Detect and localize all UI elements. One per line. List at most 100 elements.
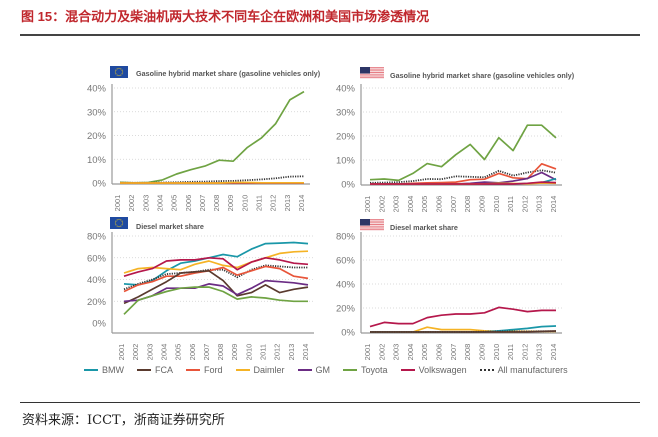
us-flag-canton [360, 219, 370, 226]
source-divider [20, 402, 640, 403]
x-tick-label: 2009 [477, 196, 486, 213]
us-flag-stripe [360, 68, 384, 70]
x-tick-label: 2014 [549, 344, 558, 361]
y-tick-label: 80% [87, 232, 107, 243]
legend-item-bmw: BMW [84, 365, 124, 375]
legend-item-fca: FCA [137, 365, 173, 375]
us-flag-stripe [360, 222, 384, 224]
eu-flag-star [120, 74, 122, 76]
x-tick-label: 2004 [159, 344, 168, 361]
y-tick-label: 20% [87, 297, 107, 308]
x-tick-label: 2007 [449, 196, 458, 213]
series-line-fca [123, 269, 309, 305]
x-tick-label: 2012 [520, 196, 529, 213]
eu-flag-star [120, 68, 122, 70]
eu-flag-star [118, 218, 120, 220]
y-tick-label: 30% [87, 107, 107, 118]
us-flag-stripe [360, 225, 384, 227]
x-tick-label: 2010 [492, 344, 501, 361]
x-tick-label: 2006 [188, 344, 197, 361]
x-tick-label: 2011 [506, 344, 515, 360]
legend-item-daimler: Daimler [235, 365, 285, 375]
x-tick-label: 2014 [549, 196, 558, 213]
x-tick-label: 2003 [145, 344, 154, 361]
legend-item-all-manufacturers: All manufacturers [479, 365, 568, 375]
us-flag-stripe [360, 219, 384, 220]
eu-flag-star [121, 69, 123, 71]
x-tick-label: 2008 [463, 344, 472, 361]
us-flag-stripe [360, 73, 384, 74]
legend-swatch [186, 369, 200, 371]
source-note: 资料来源：ICCT，浙商证券研究所 [22, 413, 225, 428]
chart-panel-3: Diesel market share 0% 20% 40% 60% 80% 2001 200… [87, 217, 314, 360]
x-tick-label: 2011 [506, 196, 515, 212]
chart-title: Gasoline hybrid market share (gasoline v… [390, 71, 575, 80]
x-tick-label: 2006 [435, 344, 444, 361]
us-flag-canton [360, 67, 370, 74]
x-tick-label: 2014 [297, 195, 306, 212]
series-line-volkswagen [123, 256, 309, 278]
chart-title: Diesel market share [136, 222, 204, 231]
series-line-volkswagen [370, 181, 557, 185]
series-line-all-manufacturers [120, 175, 305, 184]
us-flag-icon [360, 219, 384, 231]
eu-flag-star [118, 67, 120, 69]
x-tick-label: 2009 [477, 344, 486, 361]
x-tick-label: 2004 [406, 344, 415, 361]
us-flag-stripe [360, 67, 384, 68]
legend-item-gm: GM [297, 365, 330, 375]
y-tick-label: 10% [336, 156, 356, 167]
x-tick-label: 2007 [198, 195, 207, 212]
legend-swatch [235, 369, 250, 371]
chart-title: Gasoline hybrid market share (gasoline v… [136, 69, 321, 78]
us-flag-stripe [360, 72, 384, 73]
legend-label: BMW [102, 365, 124, 375]
x-tick-label: 2013 [287, 344, 296, 361]
x-tick-label: 2003 [141, 195, 150, 212]
series-line-toyota [123, 286, 308, 315]
title-divider [20, 34, 640, 36]
x-tick-label: 2001 [117, 344, 126, 361]
legend-swatch [84, 369, 98, 371]
us-flag-stripe [360, 69, 384, 71]
x-tick-label: 2013 [535, 344, 544, 361]
us-flag-stripe [360, 76, 384, 78]
series-line-gm [123, 279, 309, 303]
y-tick-label: 20% [336, 132, 356, 143]
y-tick-label: 40% [336, 280, 356, 291]
x-tick-label: 2009 [226, 195, 235, 212]
chart-title: Diesel market share [390, 223, 458, 232]
y-tick-label: 60% [336, 256, 356, 267]
x-tick-label: 2004 [406, 196, 415, 213]
x-tick-label: 2007 [202, 344, 211, 361]
chart-panel-2: Gasoline hybrid market share (gasoline v… [336, 67, 575, 212]
eu-flag-icon [110, 66, 128, 78]
x-tick-label: 2013 [283, 195, 292, 212]
legend-label: Toyota [361, 365, 388, 375]
x-tick-label: 2001 [363, 196, 372, 213]
us-flag-stripe [360, 70, 384, 72]
eu-flag-star [121, 73, 123, 75]
x-tick-label: 2005 [174, 344, 183, 361]
legend: BMW FCA Ford Daimler GM Toyota Volkswagen All m… [84, 365, 568, 375]
series-line-gm [370, 171, 557, 185]
eu-flag-star [115, 220, 117, 222]
x-tick-label: 2006 [184, 195, 193, 212]
series-line-ford [123, 265, 309, 293]
y-tick-label: 40% [336, 84, 356, 95]
us-flag-stripe [360, 225, 384, 226]
eu-flag-star [116, 225, 118, 227]
eu-flag-star [120, 225, 122, 227]
us-flag-stripe [360, 230, 384, 231]
x-tick-label: 2005 [420, 196, 429, 213]
legend-label: Ford [204, 365, 223, 375]
us-flag-stripe [360, 71, 384, 73]
series-line-daimler [120, 181, 304, 184]
us-flag-stripe [360, 226, 384, 228]
x-tick-label: 2001 [113, 195, 122, 212]
eu-flag-star [116, 219, 118, 221]
us-flag-stripe [360, 221, 384, 223]
x-tick-label: 2008 [463, 196, 472, 213]
us-flag-stripe [360, 224, 384, 225]
legend-swatch [400, 369, 415, 371]
